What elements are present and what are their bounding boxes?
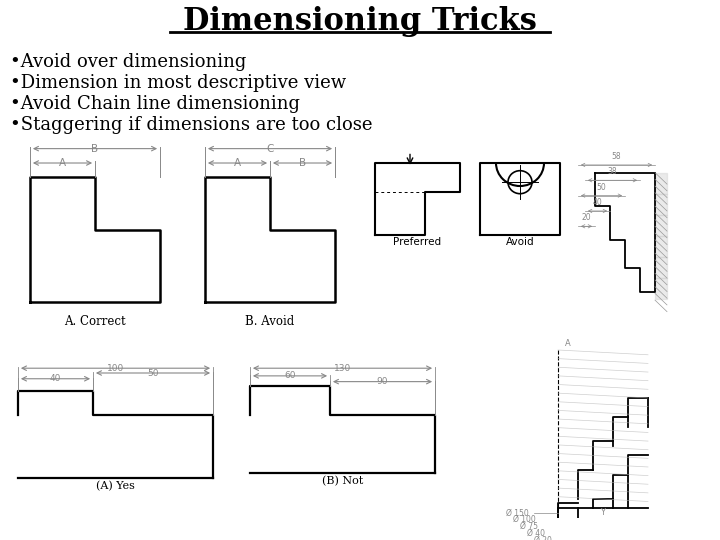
- Text: •Avoid Chain line dimensioning: •Avoid Chain line dimensioning: [10, 95, 300, 113]
- Text: (A) Yes: (A) Yes: [96, 481, 135, 491]
- Text: Dimensioning Tricks: Dimensioning Tricks: [183, 5, 537, 37]
- Text: B: B: [91, 144, 99, 153]
- Text: 50: 50: [597, 183, 606, 192]
- Text: Ø 100: Ø 100: [513, 515, 536, 524]
- Text: C: C: [266, 144, 274, 153]
- Text: Ø 40: Ø 40: [527, 529, 545, 538]
- Text: A: A: [565, 339, 571, 348]
- Text: •Avoid over dimensioning: •Avoid over dimensioning: [10, 53, 246, 71]
- Text: 40: 40: [593, 198, 603, 207]
- Text: 100: 100: [107, 364, 124, 373]
- Text: A: A: [59, 158, 66, 168]
- Text: 40: 40: [50, 374, 61, 383]
- Text: 38: 38: [608, 167, 617, 177]
- Text: •Staggering if dimensions are too close: •Staggering if dimensions are too close: [10, 116, 372, 134]
- Text: Preferred: Preferred: [393, 237, 441, 247]
- Text: B. Avoid: B. Avoid: [246, 315, 294, 328]
- Text: 90: 90: [377, 377, 388, 386]
- Text: 50: 50: [148, 368, 158, 377]
- Text: 20: 20: [582, 213, 591, 222]
- Text: 130: 130: [334, 364, 351, 373]
- Text: Ø 20: Ø 20: [534, 535, 552, 540]
- Text: Y: Y: [600, 508, 606, 517]
- Text: A. Correct: A. Correct: [64, 315, 126, 328]
- Text: Ø 150: Ø 150: [506, 509, 528, 517]
- Text: B: B: [299, 158, 306, 168]
- Text: Avoid: Avoid: [505, 237, 534, 247]
- Text: 58: 58: [612, 152, 621, 161]
- Text: (B) Not: (B) Not: [322, 476, 363, 486]
- Text: •Dimension in most descriptive view: •Dimension in most descriptive view: [10, 74, 346, 92]
- Text: Ø 75: Ø 75: [520, 522, 538, 531]
- Text: A: A: [234, 158, 241, 168]
- Text: 60: 60: [284, 372, 296, 380]
